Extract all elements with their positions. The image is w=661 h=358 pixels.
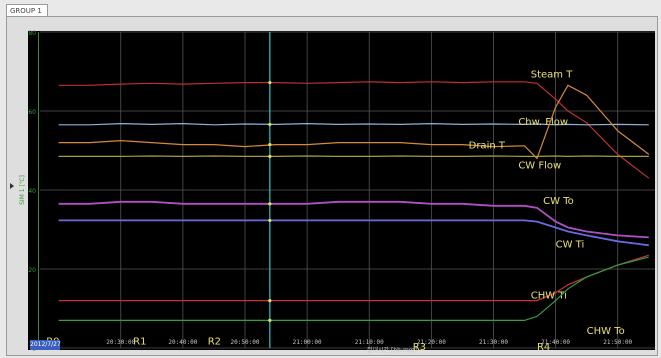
axis-pointer-icon[interactable]: [10, 183, 14, 189]
region-label: R3: [413, 342, 426, 353]
x-tick-label: 20:50:00: [231, 339, 260, 346]
cursor-point: [268, 142, 272, 147]
cursor-point: [268, 218, 272, 223]
y-tick-label: 60: [28, 109, 36, 116]
series-line: [58, 256, 649, 321]
series-label: CW To: [543, 196, 574, 207]
series-label: CW Ti: [556, 239, 585, 250]
x-tick-label: 21:10:00: [355, 339, 384, 346]
x-tick-label: 20:40:00: [168, 339, 197, 346]
x-tick-label: 21:00:00: [293, 339, 322, 346]
y-tick-label: 40: [28, 188, 36, 195]
series-line: [58, 122, 649, 126]
series-line: [58, 81, 650, 179]
x-tick-label: 21:30:00: [479, 339, 508, 346]
series-label: Chw. Flow: [518, 117, 568, 128]
cursor-point: [268, 202, 272, 206]
series-label: Steam T: [531, 69, 573, 80]
series-label: CHW To: [587, 326, 625, 337]
x-axis-label: 절대시간 [hh:mm]: [367, 346, 417, 354]
y-tick-label: 20: [28, 267, 36, 274]
series-line: [58, 254, 649, 302]
cursor-point: [268, 80, 272, 85]
cursor-point: [268, 318, 272, 322]
series-line: [58, 200, 649, 239]
series-label: CHW Ti: [531, 291, 567, 302]
cursor-point: [268, 122, 272, 127]
region-label: R1: [133, 336, 146, 347]
y-axis-label: SIM 1 [℃]: [19, 175, 26, 205]
region-label: R4: [537, 342, 550, 353]
series-label: CW Flow: [518, 160, 561, 171]
x-tick-label: 21:50:00: [603, 339, 632, 346]
y-axis-line: [38, 32, 39, 348]
x-tick-label: 21:40:00: [541, 339, 570, 346]
x-tick-label: 20:30:00: [106, 339, 135, 346]
series-line: [58, 84, 650, 160]
group-tab[interactable]: GROUP 1: [6, 4, 48, 16]
y-tick-label: 80: [28, 30, 36, 37]
series-label: Drain T: [469, 141, 506, 152]
x-tick-label: 21:20:00: [417, 339, 446, 346]
series-line: [58, 219, 649, 247]
region-label: R2: [208, 336, 221, 347]
cursor-point: [268, 299, 272, 303]
date-stamp: 2012/7/27: [30, 340, 61, 350]
cursor-point: [268, 154, 272, 159]
